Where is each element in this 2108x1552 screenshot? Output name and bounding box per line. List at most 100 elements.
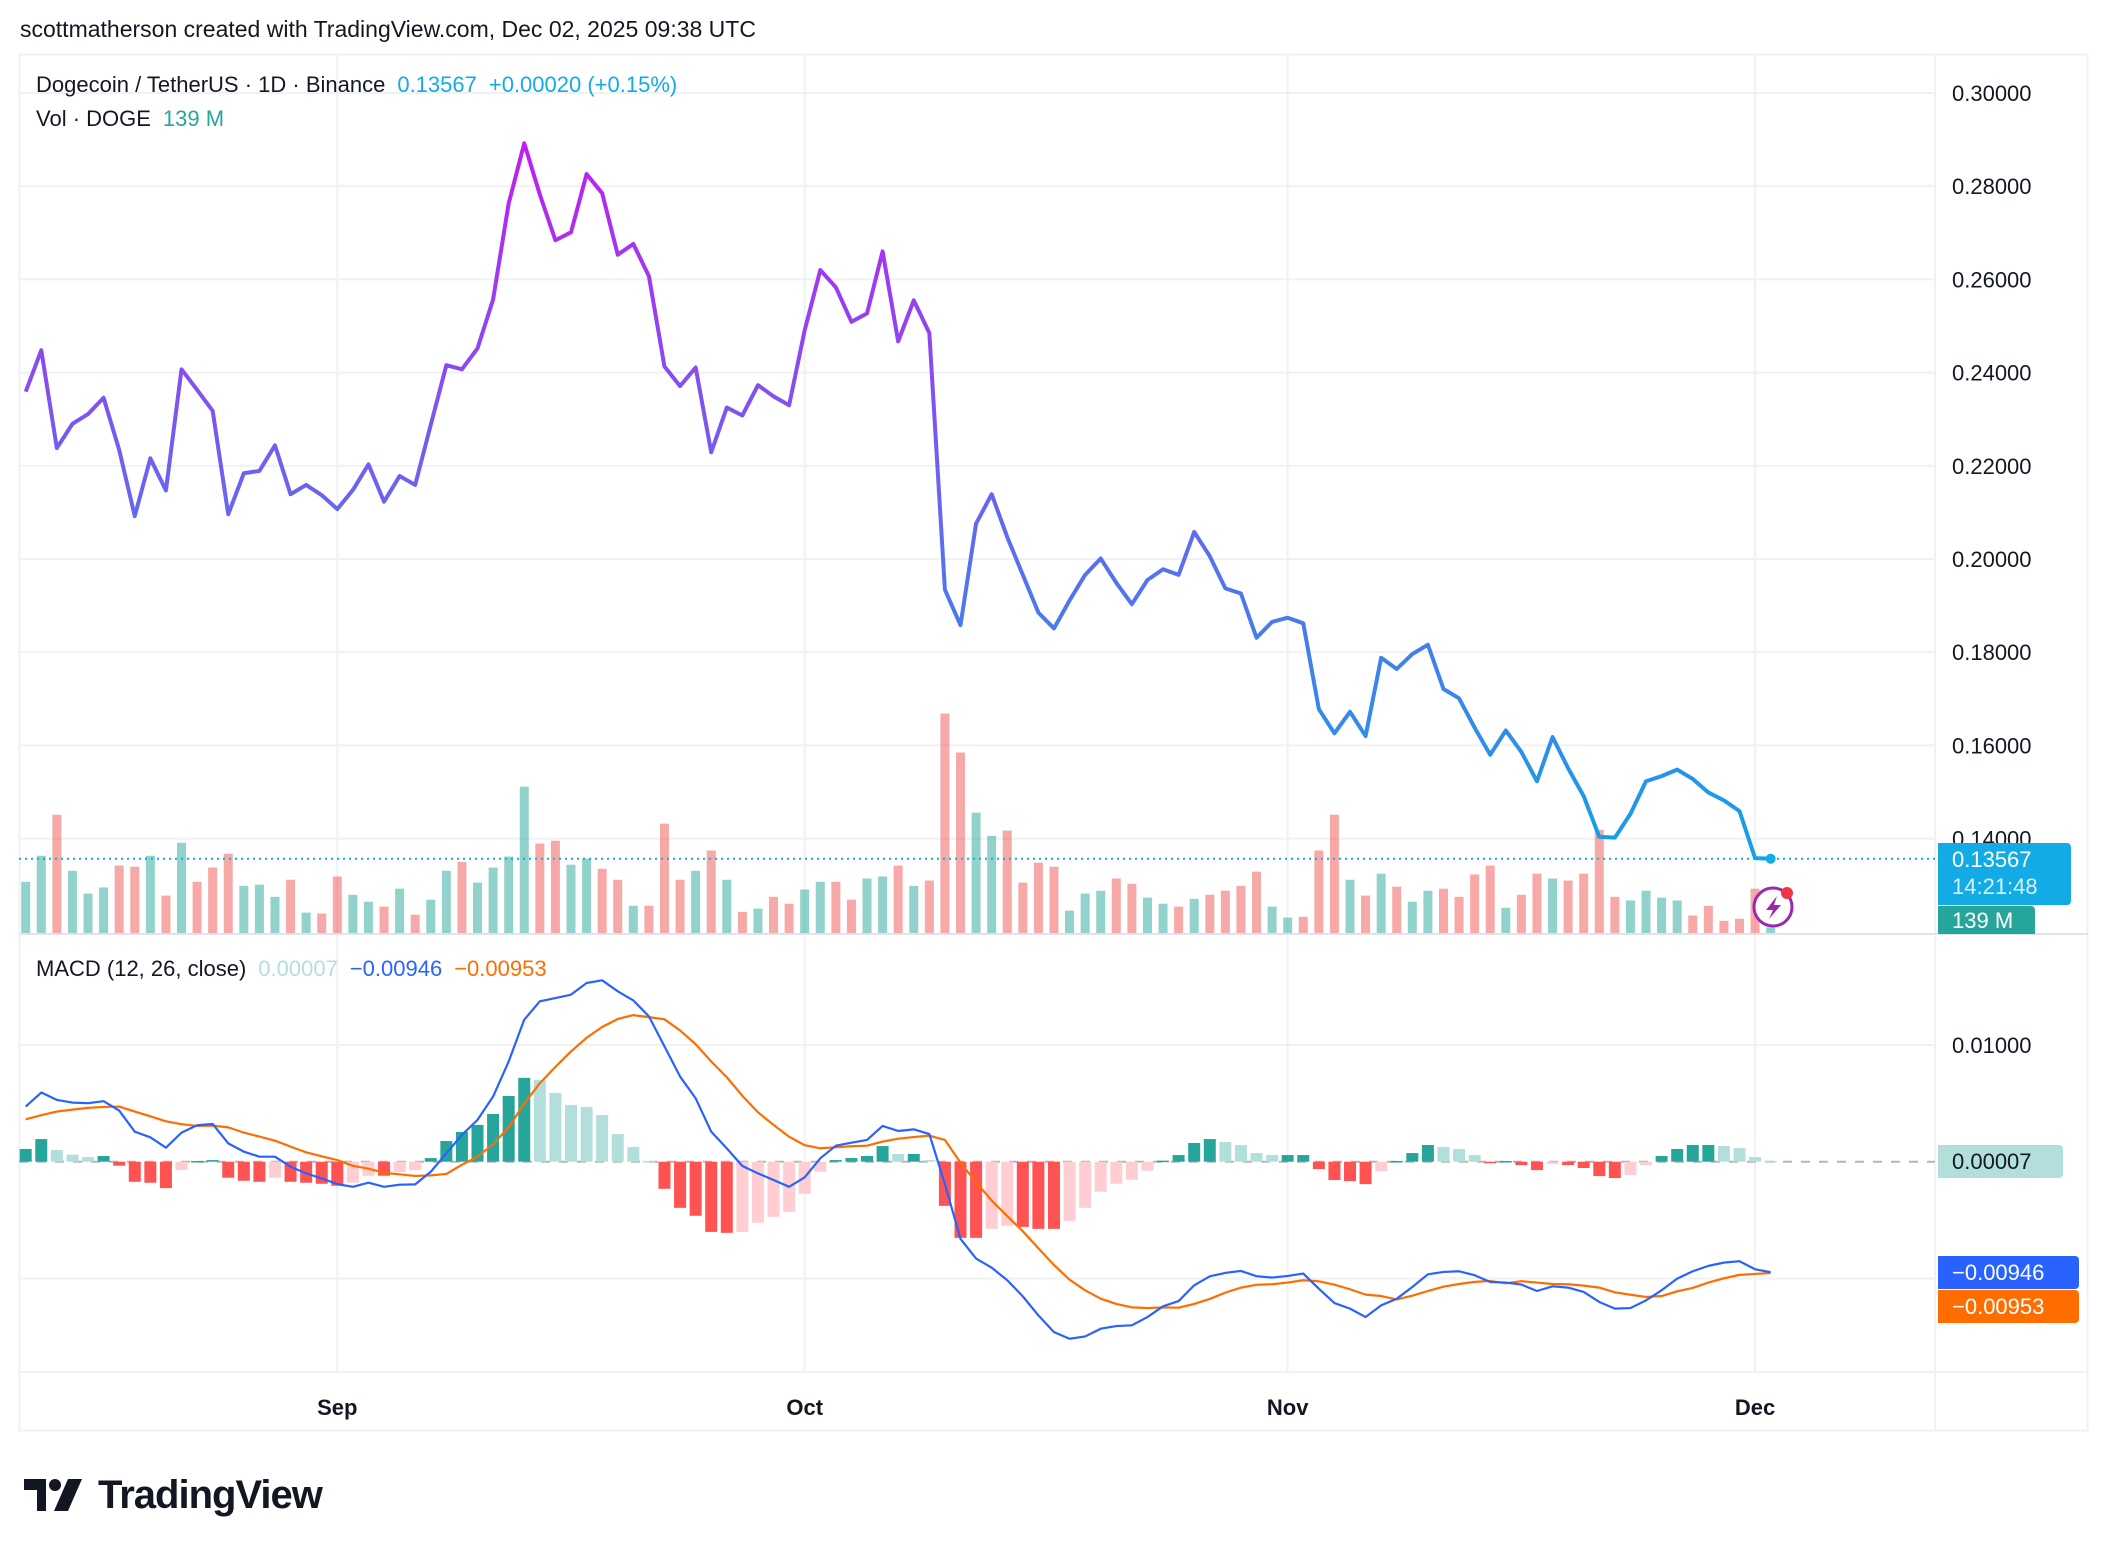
macd-histogram-bar bbox=[1437, 1146, 1450, 1162]
price-axis-label: 0.20000 bbox=[1952, 547, 2032, 572]
macd-histogram-bar bbox=[533, 1079, 546, 1162]
volume-bar bbox=[1532, 873, 1542, 933]
macd-histogram-bar bbox=[1655, 1155, 1668, 1162]
volume-bar bbox=[1033, 862, 1043, 933]
macd-histogram-bar bbox=[1608, 1161, 1621, 1179]
macd-histogram-bar bbox=[1281, 1155, 1294, 1162]
volume-bar bbox=[893, 865, 903, 933]
macd-histogram-bar bbox=[1359, 1161, 1372, 1185]
macd-histogram-bar bbox=[736, 1161, 749, 1232]
tradingview-logo[interactable]: TradingView bbox=[24, 1470, 323, 1520]
histogram-tag: 0.00007 bbox=[1938, 1145, 2063, 1178]
macd-histogram-bar bbox=[1234, 1144, 1247, 1162]
macd-legend[interactable]: MACD (12, 26, close) 0.00007 −0.00946 −0.00… bbox=[36, 956, 547, 982]
macd-histogram-bar bbox=[409, 1161, 422, 1171]
price-axis-label: 0.18000 bbox=[1952, 640, 2032, 665]
macd-histogram-bar bbox=[1390, 1160, 1403, 1163]
volume-bar bbox=[301, 912, 311, 933]
macd-histogram-bar bbox=[1733, 1148, 1746, 1162]
volume-bar bbox=[1438, 888, 1448, 933]
macd-histogram-bar bbox=[1079, 1161, 1092, 1208]
macd-histogram-bar bbox=[1484, 1161, 1497, 1164]
volume-bar bbox=[379, 906, 389, 933]
macd-histogram-bar bbox=[1640, 1161, 1653, 1166]
volume-bar bbox=[270, 896, 280, 933]
macd-histogram-bar bbox=[1172, 1155, 1185, 1162]
macd-histogram-bar bbox=[1749, 1157, 1762, 1162]
volume-bar bbox=[254, 884, 264, 933]
volume-bar bbox=[1641, 890, 1651, 933]
volume-bar bbox=[99, 887, 109, 933]
macd-value: −0.00946 bbox=[349, 956, 443, 981]
volume-bar bbox=[535, 843, 545, 933]
macd-histogram-bar bbox=[1328, 1161, 1341, 1181]
macd-histogram-bar bbox=[50, 1150, 63, 1162]
symbol-title: Dogecoin / TetherUS · 1D · Binance bbox=[36, 72, 386, 97]
volume-bar bbox=[1189, 898, 1199, 933]
macd-histogram-bar bbox=[1016, 1161, 1029, 1227]
macd-histogram-bar bbox=[1671, 1148, 1684, 1162]
macd-histogram-bar bbox=[82, 1157, 95, 1162]
macd-histogram-bar bbox=[658, 1161, 671, 1189]
macd-axis-label: 0.01000 bbox=[1952, 1033, 2032, 1058]
volume-bar bbox=[317, 913, 327, 933]
volume-bar bbox=[1314, 850, 1324, 933]
signal-value: −0.00953 bbox=[454, 956, 547, 981]
macd-histogram-bar bbox=[1219, 1141, 1232, 1162]
alert-lightning-icon[interactable] bbox=[1752, 886, 1794, 928]
volume-value: 139 M bbox=[162, 106, 225, 131]
macd-histogram-bar bbox=[1593, 1161, 1606, 1177]
macd-histogram-bar bbox=[1717, 1146, 1730, 1162]
macd-histogram-bar bbox=[1764, 1160, 1777, 1163]
macd-histogram-bar bbox=[159, 1161, 172, 1189]
macd-histogram-bar bbox=[861, 1155, 874, 1162]
volume-tag: 139 M bbox=[1938, 906, 2035, 934]
macd-histogram-bar bbox=[892, 1153, 905, 1162]
chart-border bbox=[18, 53, 2089, 1432]
volume-title: Vol · DOGE bbox=[36, 106, 151, 131]
volume-bar bbox=[52, 814, 62, 933]
macd-histogram-bar bbox=[1546, 1161, 1559, 1165]
macd-histogram-bar bbox=[627, 1146, 640, 1162]
volume-bar bbox=[457, 861, 467, 933]
time-axis[interactable]: Sep Oct Nov Dec bbox=[317, 1395, 1775, 1420]
volume-bar bbox=[1501, 907, 1511, 933]
macd-histogram-bar bbox=[1624, 1161, 1637, 1176]
volume-bar bbox=[924, 880, 934, 933]
volume-legend[interactable]: Vol · DOGE 139 M bbox=[36, 106, 224, 132]
volume-bar bbox=[1002, 830, 1012, 933]
volume-bar bbox=[1236, 885, 1246, 933]
volume-bar bbox=[1594, 829, 1604, 933]
volume-bar bbox=[1376, 873, 1386, 933]
macd-histogram-bar bbox=[128, 1161, 141, 1182]
price-axis[interactable]: 0.30000 0.28000 0.26000 0.24000 0.22000 0.200… bbox=[1952, 81, 2032, 1058]
volume-bar bbox=[784, 903, 794, 933]
macd-histogram-bar bbox=[393, 1161, 406, 1173]
last-price-tag-value: 0.13567 bbox=[1952, 847, 2032, 872]
volume-bar bbox=[348, 894, 358, 933]
macd-histogram-bar bbox=[985, 1161, 998, 1229]
macd-histogram-bar bbox=[596, 1114, 609, 1162]
macd-histogram-bar bbox=[549, 1092, 562, 1162]
macd-histogram-bar bbox=[970, 1161, 983, 1238]
volume-bar bbox=[862, 878, 872, 933]
symbol-legend[interactable]: Dogecoin / TetherUS · 1D · Binance 0.1356… bbox=[36, 72, 677, 98]
macd-histogram-bar bbox=[518, 1077, 531, 1162]
volume-bar bbox=[878, 876, 888, 933]
volume-bar bbox=[597, 868, 607, 933]
macd-histogram-bar bbox=[1141, 1161, 1154, 1171]
volume-bar bbox=[1158, 903, 1168, 933]
volume-bar bbox=[1283, 917, 1293, 933]
macd-histogram-bar bbox=[144, 1161, 157, 1183]
volume-bar bbox=[1127, 883, 1137, 933]
macd-histogram-bar bbox=[720, 1161, 733, 1233]
volume-bar bbox=[737, 911, 747, 933]
macd-histogram-bar bbox=[1515, 1161, 1528, 1166]
price-series bbox=[19, 141, 1935, 864]
volume-bar bbox=[1142, 897, 1152, 933]
volume-bar bbox=[956, 752, 965, 933]
volume-bar bbox=[659, 823, 669, 933]
macd-histogram-bar bbox=[705, 1161, 718, 1232]
signal-tag: −0.00953 bbox=[1938, 1290, 2079, 1323]
